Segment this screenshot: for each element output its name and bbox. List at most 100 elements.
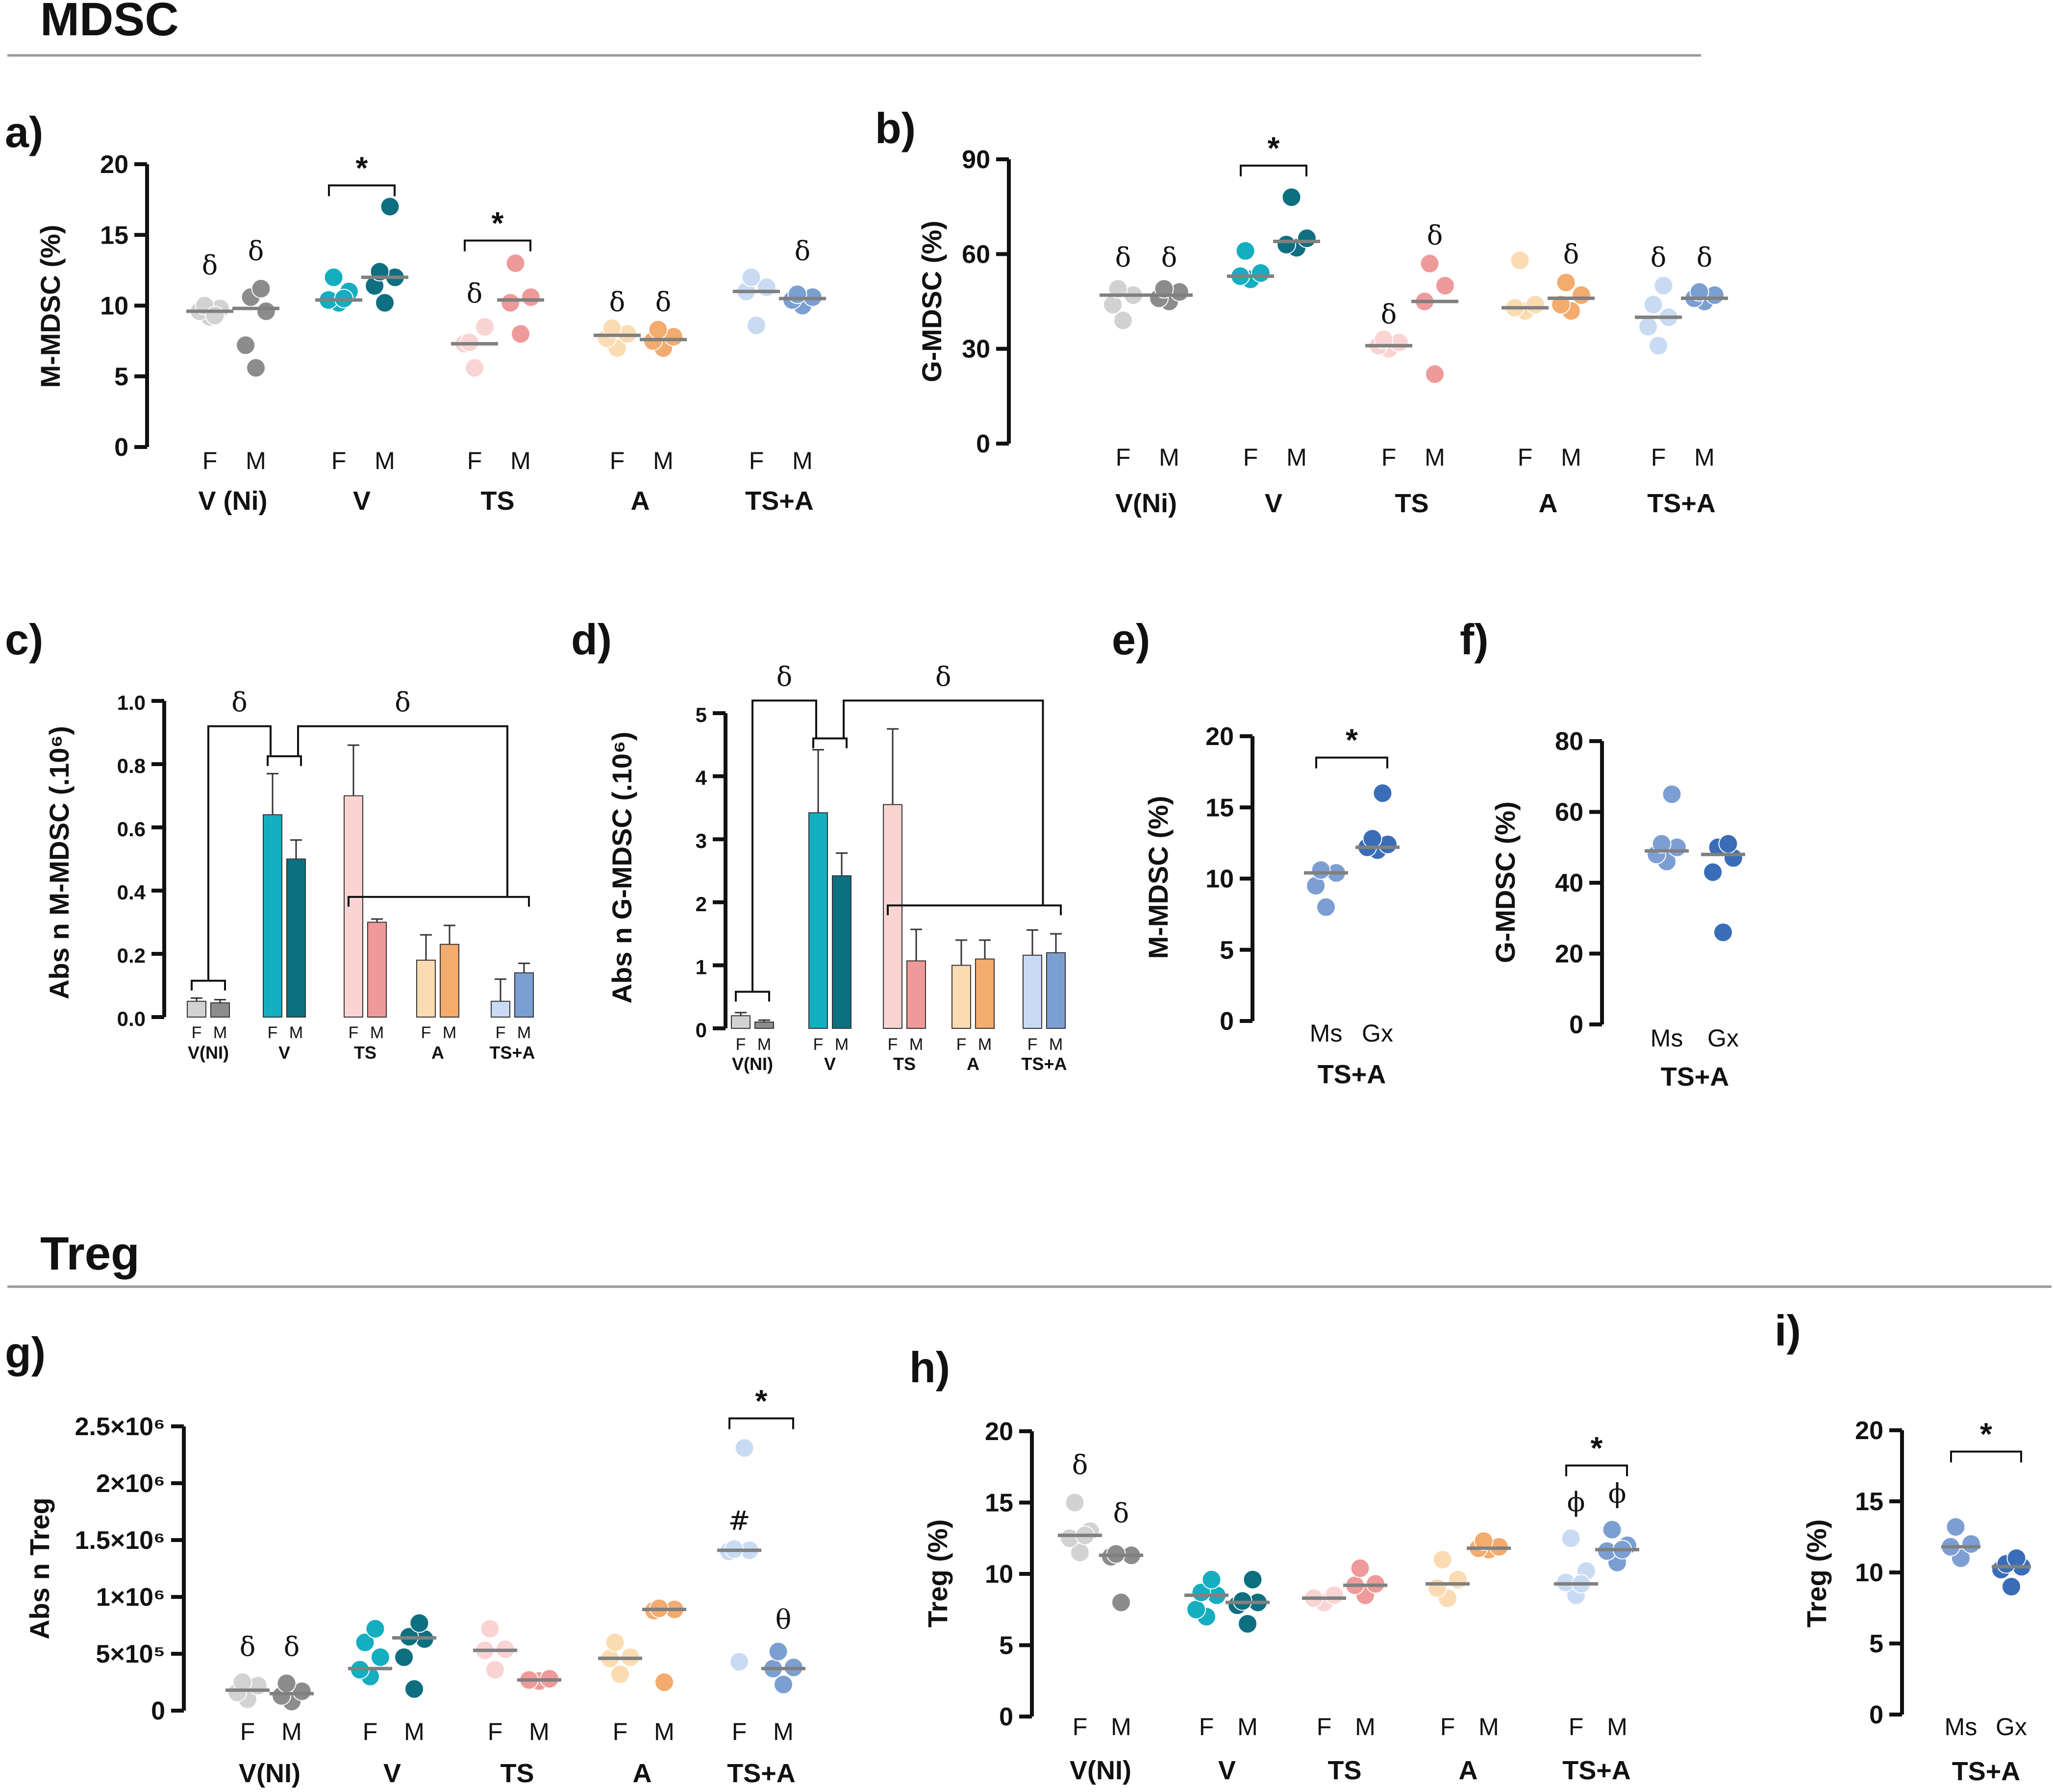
data-point [602,318,622,338]
data-point [1602,1519,1622,1540]
x-group-label: TS [500,1759,534,1788]
data-point [1324,1585,1344,1605]
bar [210,1002,230,1018]
data-point [741,267,761,287]
data-point [774,1674,793,1694]
x-sublabel: M [653,447,674,474]
data-point [1316,897,1336,917]
y-tick-label: 20 [1855,1417,1883,1445]
data-point [1435,275,1455,296]
y-tick-label: 10 [1855,1559,1883,1587]
y-tick-label: 1 [696,955,707,978]
bar [491,1000,510,1018]
x-sublabel: M [404,1718,425,1745]
significance-star: * [492,205,504,241]
bar [832,875,851,1029]
data-point [1432,1549,1452,1569]
x-group-label: TS+A [1318,1060,1386,1089]
x-sublabel: M [1111,1713,1131,1741]
data-point [1571,285,1591,305]
panel-label: d) [571,615,612,664]
x-sublabel: M [757,1035,771,1054]
x-group-label: TS+A [489,1043,535,1063]
x-sublabel: Ms [1310,1020,1343,1047]
significance-symbol: # [728,1505,750,1536]
x-sublabel: M [1355,1713,1376,1741]
x-sublabel: M [1286,444,1307,471]
x-group-label: A [1459,1756,1478,1785]
panel-i: 0 5 10 15 20 Treg (%) i) Ms Gx TS+A * [1775,1306,2031,1786]
data-point [1065,1493,1085,1513]
data-point [505,253,526,273]
bar [514,972,534,1018]
x-group-label: TS [1395,489,1428,518]
y-axis-title: Treg (%) [1801,1519,1832,1628]
y-tick-label: 0.4 [117,881,146,904]
bar [808,812,828,1029]
data-point [324,267,344,287]
y-tick-label: 1.5×10⁶ [75,1526,165,1555]
x-group-label: V [383,1759,401,1788]
x-sublabel: F [1569,1713,1584,1741]
panel-label: c) [5,615,43,664]
data-point [511,324,530,344]
bar [1046,952,1066,1029]
y-tick-label: 0 [999,1703,1013,1731]
bar [1023,954,1042,1029]
x-sublabel: M [1607,1713,1627,1741]
data-point [605,1632,625,1652]
y-tick-label: 2 [696,893,707,916]
x-sublabel: F [331,447,347,474]
x-sublabel: M [978,1035,992,1054]
y-tick-label: 0 [696,1019,707,1042]
significance-bracket [464,239,531,251]
x-sublabel: M [909,1035,923,1054]
significance-symbol: δ [1563,239,1579,270]
x-sublabel: M [529,1718,550,1745]
x-sublabel: M [443,1023,456,1042]
data-point [246,358,266,378]
y-axis-title: Abs n G-MDSC (.10⁶) [606,732,637,1004]
significance-bracket [328,184,396,197]
data-point [1202,1569,1222,1590]
x-sublabel: M [213,1023,227,1042]
x-group-label: A [1539,489,1558,518]
significance-symbol: δ [655,287,672,318]
bar [416,959,436,1018]
x-sublabel: F [610,447,625,474]
x-group-label: V [824,1054,836,1074]
data-point [1643,295,1663,315]
y-tick-label: 5×10⁵ [96,1640,165,1668]
x-sublabel: F [1518,444,1533,471]
data-point [1474,1531,1494,1551]
group-bracket [735,991,770,1002]
x-sublabel: M [835,1035,849,1054]
x-group-label: V(NI) [732,1054,773,1074]
data-point [501,293,521,313]
x-group-label: V(Ni) [1115,489,1177,518]
data-point [1373,783,1393,803]
bar [975,958,995,1029]
x-sublabel: M [281,1718,302,1745]
bar [951,965,971,1029]
data-point [1652,834,1672,854]
data-point [1713,922,1733,943]
x-group-label: TS+A [727,1759,796,1788]
panel-label: a) [5,108,43,156]
data-point [1561,1528,1581,1548]
y-tick-label: 15 [1205,794,1234,822]
x-group-label: A [633,1759,652,1788]
significance-symbol: δ [776,661,793,692]
data-point [2002,1577,2021,1596]
significance-symbol: δ [231,687,248,718]
y-tick-label: 0.0 [117,1007,146,1030]
group-bracket [887,904,1062,916]
x-sublabel: F [1116,444,1131,471]
y-tick-label: 20 [985,1418,1013,1446]
x-sublabel: F [1027,1035,1038,1054]
x-group-label: V(NI) [1070,1756,1131,1785]
data-point [375,293,395,313]
data-point [1556,273,1576,293]
y-tick-label: 30 [962,335,990,364]
